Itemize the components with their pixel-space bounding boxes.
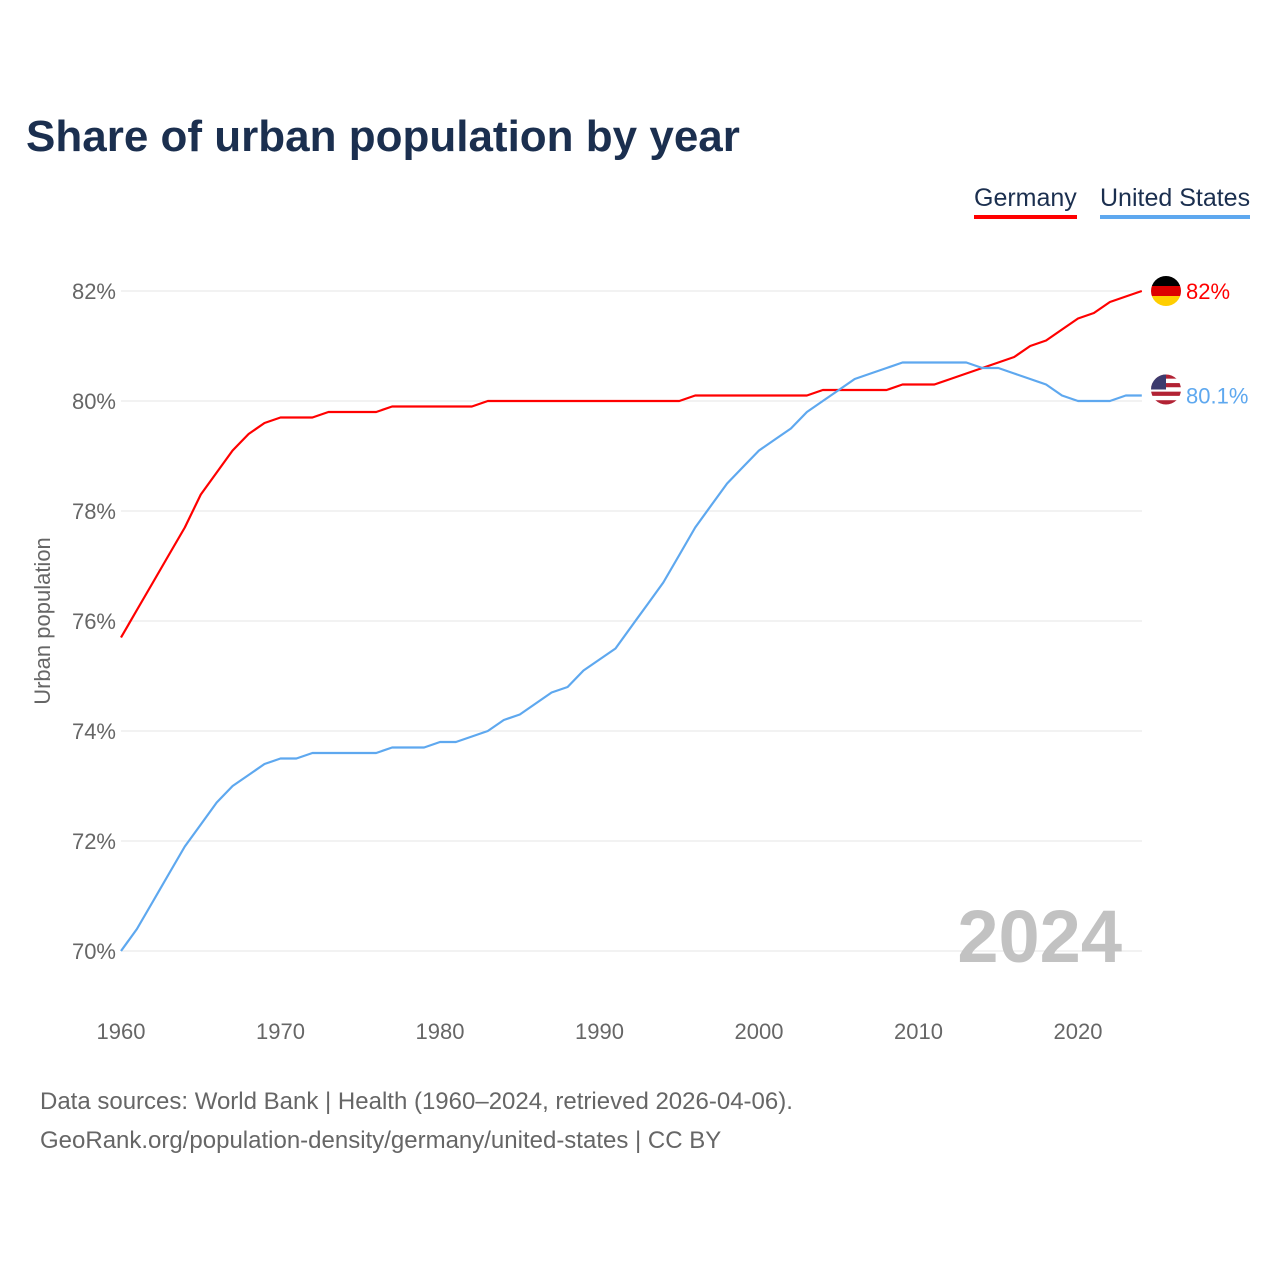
year-watermark: 2024 xyxy=(957,895,1122,978)
y-tick-label: 70% xyxy=(72,939,116,964)
footer-link[interactable]: GeoRank.org/population-density/germany/u… xyxy=(40,1127,722,1154)
legend-germany[interactable]: Germany xyxy=(974,184,1077,219)
x-tick-label: 1970 xyxy=(256,1019,305,1044)
x-tick-label: 2020 xyxy=(1054,1019,1103,1044)
y-tick-label: 76% xyxy=(72,609,116,634)
x-tick-label: 1960 xyxy=(97,1019,146,1044)
x-tick-label: 2000 xyxy=(735,1019,784,1044)
legend-united-states[interactable]: United States xyxy=(1100,184,1251,219)
x-tick-label: 1980 xyxy=(416,1019,465,1044)
series-line-germany xyxy=(120,289,1143,639)
us-flag-icon xyxy=(1151,374,1181,405)
y-tick-label: 80% xyxy=(72,389,116,414)
series-line-united-states xyxy=(120,361,1142,952)
y-tick-label: 74% xyxy=(72,719,116,744)
y-tick-label: 72% xyxy=(72,829,116,854)
germany-flag-icon xyxy=(1151,276,1181,306)
footer-sources: Data sources: World Bank | Health (1960–… xyxy=(40,1088,793,1115)
x-tick-label: 1990 xyxy=(575,1019,624,1044)
end-value-label: 80.1% xyxy=(1186,384,1248,409)
y-axis-label: Urban population xyxy=(30,537,55,705)
x-tick-label: 2010 xyxy=(894,1019,943,1044)
y-tick-label: 78% xyxy=(72,499,116,524)
chart-title: Share of urban population by year xyxy=(26,112,740,161)
y-tick-label: 82% xyxy=(72,279,116,304)
end-value-label: 82% xyxy=(1186,279,1230,304)
